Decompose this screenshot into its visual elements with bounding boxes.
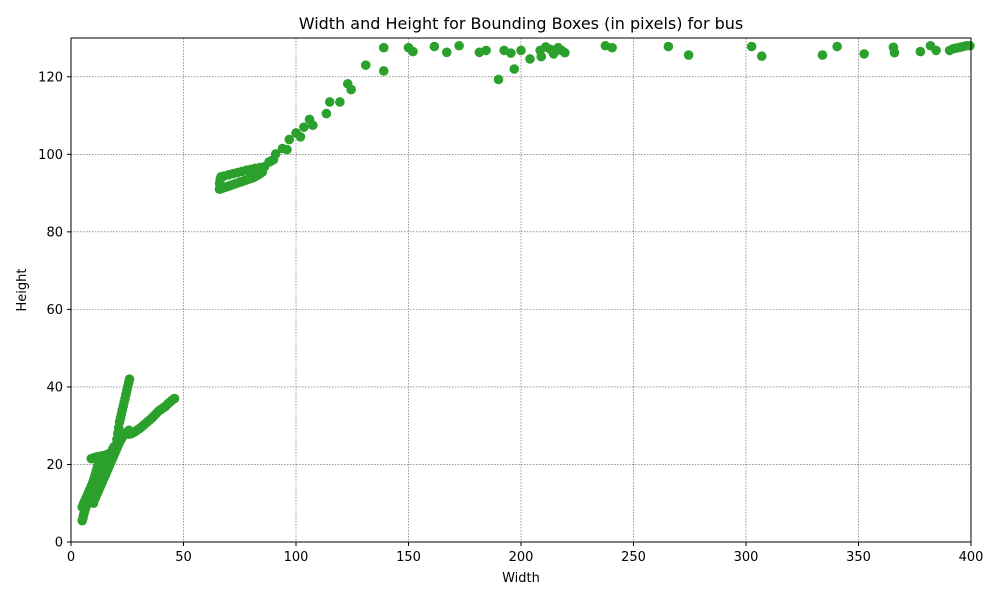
y-axis-label: Height (15, 269, 30, 312)
scatter-point (817, 50, 828, 60)
x-tick-label: 250 (621, 550, 646, 565)
scatter-point (360, 60, 371, 70)
x-tick-label: 150 (396, 550, 421, 565)
data-points (77, 40, 975, 526)
scatter-point (346, 84, 356, 95)
y-tick-label: 120 (38, 70, 63, 85)
scatter-point (299, 122, 309, 132)
x-axis-label: Width (502, 571, 540, 586)
scatter-point (746, 41, 757, 52)
x-tick-label: 100 (284, 550, 309, 565)
scatter-point (378, 66, 389, 76)
y-tick-label: 100 (38, 148, 63, 163)
scatter-point (663, 41, 674, 52)
scatter-point (454, 40, 464, 51)
y-tick-label: 40 (46, 380, 63, 395)
scatter-point (378, 42, 389, 53)
scatter-point (429, 41, 440, 52)
scatter-point (683, 50, 694, 60)
x-tick-label: 0 (67, 550, 75, 565)
scatter-point (441, 47, 452, 58)
scatter-point (308, 120, 318, 131)
scatter-point (536, 51, 547, 62)
scatter-point (321, 108, 332, 119)
chart-title: Width and Height for Bounding Boxes (in … (299, 14, 744, 33)
scatter-point (560, 47, 570, 58)
scatter-point (284, 134, 295, 145)
scatter-point (481, 45, 491, 56)
scatter-point (270, 149, 281, 159)
scatter-point (506, 48, 516, 58)
scatter-point (756, 51, 767, 62)
scatter-point (493, 74, 504, 85)
y-tick-label: 60 (46, 303, 63, 318)
scatter-point (965, 40, 975, 51)
y-tick-label: 20 (46, 458, 63, 473)
scatter-point (408, 46, 418, 57)
scatter-point (915, 46, 926, 57)
scatter-point (832, 41, 842, 52)
scatter-point (282, 144, 292, 155)
scatter-point (324, 97, 335, 107)
scatter-point (169, 393, 180, 404)
scatter-point (859, 49, 869, 59)
axis-ticks: 0 50 100 150 200 250 300 350 400 0 20 40 60 80 100 120 (38, 70, 983, 565)
scatter-point (516, 45, 526, 56)
scatter-point (335, 97, 345, 107)
x-tick-label: 400 (959, 550, 984, 565)
scatter-point (509, 64, 520, 74)
grid (70, 38, 972, 543)
x-tick-label: 50 (175, 550, 192, 565)
x-tick-label: 350 (846, 550, 871, 565)
scatter-point (124, 374, 135, 384)
scatter-point (931, 45, 941, 56)
scatter-point (889, 47, 900, 58)
y-tick-label: 80 (46, 225, 63, 240)
scatter-point (295, 132, 306, 142)
scatter-point (607, 42, 617, 53)
x-tick-label: 300 (734, 550, 759, 565)
y-tick-label: 0 (55, 536, 63, 551)
scatter-point (525, 54, 535, 64)
x-tick-label: 200 (509, 550, 534, 565)
